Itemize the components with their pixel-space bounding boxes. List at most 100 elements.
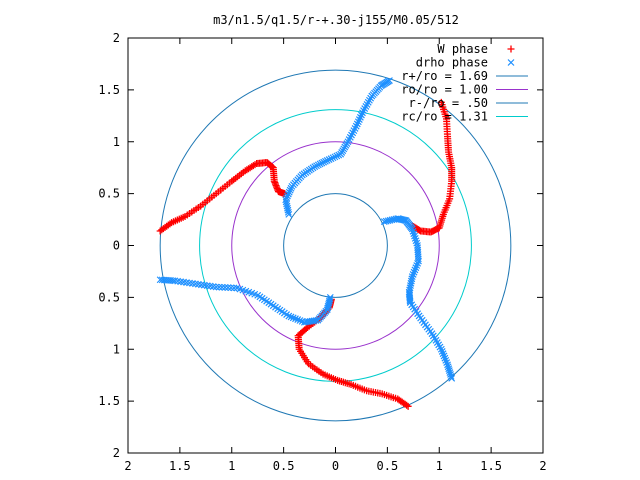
drho-phase-point: [413, 262, 421, 269]
drho-phase-point: [286, 186, 294, 194]
y-tick-label: 1: [113, 135, 120, 149]
drho-phase-point: [158, 276, 166, 284]
drho-phase-point: [442, 356, 450, 364]
drho-phase-point: [410, 268, 418, 276]
drho-phase-point: [324, 304, 332, 312]
w-phase-point: [166, 220, 174, 228]
legend-label: W phase: [437, 42, 488, 56]
legend-label: drho phase: [416, 56, 488, 70]
drho-phase-point: [294, 316, 302, 324]
drho-phase-point: [218, 283, 226, 291]
phase-points: [156, 77, 456, 410]
drho-phase-point: [323, 157, 331, 164]
drho-phase-point: [443, 359, 451, 367]
y-tick-label: 2: [113, 446, 120, 460]
drho-phase-point: [233, 284, 241, 292]
drho-phase-point: [313, 162, 320, 170]
axis-ticks: 2 1.5 1 0.5 0 0.5 1 1.5 221.510.500.511.52: [98, 31, 546, 473]
drho-phase-point: [411, 234, 419, 242]
drho-phase-point: [331, 153, 339, 161]
drho-phase-point: [327, 155, 335, 163]
y-tick-label: 1: [113, 342, 120, 356]
drho-phase-point: [408, 225, 416, 233]
drho-phase-point: [335, 151, 343, 159]
y-tick-label: 1.5: [98, 394, 120, 408]
drho-phase-point: [285, 188, 293, 196]
drho-phase-point: [329, 154, 337, 162]
reference-circle: [231, 141, 440, 350]
drho-phase-point: [285, 210, 293, 218]
x-tick-label: 1: [436, 459, 443, 473]
reference-circle: [199, 109, 472, 382]
drho-phase-point: [289, 314, 297, 322]
drho-phase-point: [412, 237, 420, 245]
legend-label: rc/ro = 1.31: [401, 110, 488, 124]
drho-phase-point: [318, 159, 326, 167]
w-phase-point: [251, 161, 259, 169]
drho-phase-point: [333, 152, 341, 160]
legend-label: r+/ro = 1.69: [401, 69, 488, 83]
drho-phase-point: [409, 227, 417, 235]
w-phase-point: [507, 45, 515, 53]
drho-phase-point: [284, 190, 292, 198]
drho-phase-point: [221, 284, 229, 291]
drho-phase-point: [409, 270, 417, 278]
drho-phase-point: [446, 369, 454, 376]
drho-phase-point: [224, 284, 232, 292]
y-tick-label: 0: [113, 239, 120, 253]
drho-phase-point: [230, 284, 238, 292]
drho-phase-point: [321, 157, 329, 165]
x-tick-label: 2: [124, 459, 131, 473]
drho-phase-point: [288, 182, 296, 190]
x-tick-label: 2: [539, 459, 546, 473]
x-tick-label: 0.5: [273, 459, 295, 473]
y-tick-label: 0.5: [98, 187, 120, 201]
drho-phase-point: [320, 158, 328, 166]
drho-phase-point: [412, 264, 420, 272]
drho-phase-point: [337, 150, 345, 158]
drho-phase-point: [156, 276, 164, 284]
drho-phase-point: [284, 192, 291, 200]
drho-phase-point: [227, 284, 235, 292]
y-tick-label: 0.5: [98, 290, 120, 304]
drho-phase-point: [444, 363, 452, 371]
drho-phase-point: [325, 156, 333, 163]
drho-phase-point: [440, 352, 448, 360]
drho-phase-point: [415, 257, 422, 265]
drho-phase-point: [316, 160, 324, 168]
drho-phase-point: [300, 318, 308, 326]
chart-title: m3/n1.5/q1.5/r-+.30-j155/M0.05/512: [213, 13, 459, 27]
x-tick-label: 0: [332, 459, 339, 473]
drho-phase-point: [215, 283, 223, 291]
reference-circle: [159, 69, 512, 422]
drho-phase-point: [507, 59, 515, 66]
drho-phase-point: [287, 184, 295, 192]
drho-phase-point: [298, 317, 306, 325]
drho-phase-point: [447, 371, 454, 378]
drho-phase-point: [439, 350, 447, 358]
drho-phase-point: [414, 259, 422, 267]
drho-phase-point: [447, 372, 455, 380]
drho-phase-point: [437, 345, 445, 353]
y-tick-label: 2: [113, 31, 120, 45]
drho-phase-point: [438, 348, 446, 355]
drho-phase-point: [284, 208, 292, 216]
drho-phase-point: [314, 161, 322, 169]
reference-circle: [283, 193, 388, 298]
x-tick-label: 0.5: [377, 459, 399, 473]
x-tick-label: 1.5: [169, 459, 191, 473]
drho-phase-point: [411, 232, 418, 240]
drho-phase-point: [410, 230, 418, 238]
x-tick-label: 1: [228, 459, 235, 473]
drho-phase-point: [445, 367, 453, 375]
x-tick-label: 1.5: [480, 459, 502, 473]
drho-phase-point: [444, 361, 451, 369]
drho-phase-point: [296, 317, 304, 324]
drho-phase-point: [400, 216, 408, 224]
drho-phase-point: [445, 365, 453, 373]
drho-phase-point: [292, 315, 299, 323]
w-phase-point: [395, 396, 403, 404]
drho-phase-point: [406, 297, 414, 305]
